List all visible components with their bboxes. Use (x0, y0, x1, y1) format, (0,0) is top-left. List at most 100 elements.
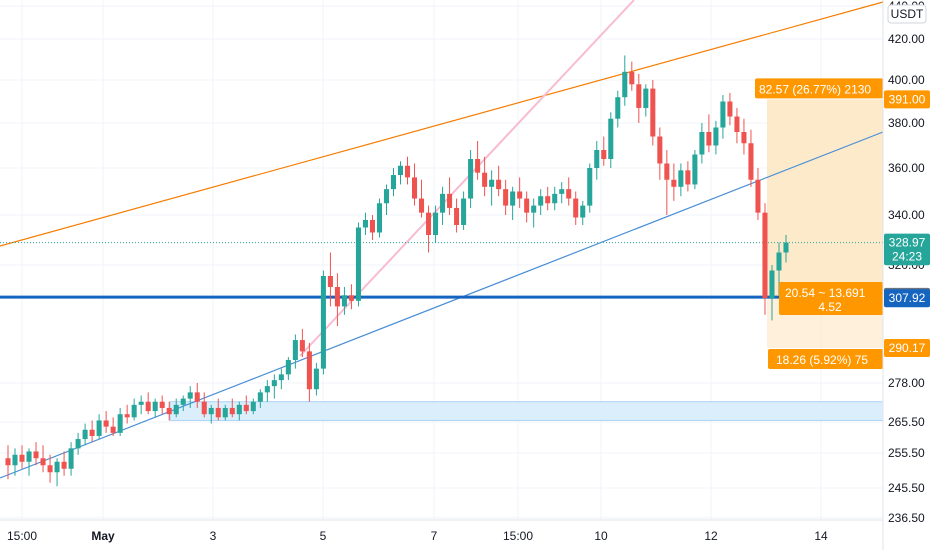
candle[interactable] (517, 177, 523, 208)
candle[interactable] (243, 395, 249, 415)
candle[interactable] (524, 191, 530, 223)
candle[interactable] (75, 432, 81, 455)
candle[interactable] (285, 357, 291, 381)
candle[interactable] (257, 389, 263, 408)
candle[interactable] (734, 107, 740, 144)
candle[interactable] (68, 442, 74, 476)
candle[interactable] (685, 161, 691, 192)
candle[interactable] (348, 284, 354, 310)
candle[interactable] (706, 114, 712, 153)
candle[interactable] (103, 411, 109, 433)
price-tag-current[interactable]: 328.97 (884, 233, 930, 252)
candle[interactable] (306, 342, 312, 402)
candle[interactable] (194, 383, 200, 408)
candle[interactable] (138, 395, 144, 415)
support-zone[interactable] (169, 401, 884, 421)
candle[interactable] (89, 420, 95, 443)
candle[interactable] (776, 242, 782, 296)
candle[interactable] (566, 177, 572, 206)
candle[interactable] (762, 203, 768, 315)
candle[interactable] (292, 334, 298, 369)
candle[interactable] (727, 92, 733, 126)
candle[interactable] (769, 265, 775, 321)
candle[interactable] (419, 179, 425, 218)
candle[interactable] (222, 404, 228, 421)
candle[interactable] (5, 445, 11, 480)
candle[interactable] (629, 61, 635, 91)
candle[interactable] (503, 179, 509, 215)
currency-badge[interactable] (887, 4, 927, 24)
candle[interactable] (692, 150, 698, 190)
candle[interactable] (741, 118, 747, 155)
candle[interactable] (26, 448, 32, 476)
candle[interactable] (159, 395, 165, 415)
candle[interactable] (615, 90, 621, 128)
candle[interactable] (376, 198, 383, 238)
candle[interactable] (601, 136, 607, 166)
candle[interactable] (19, 445, 25, 469)
candle[interactable] (299, 328, 305, 358)
candle[interactable] (447, 177, 453, 215)
candle[interactable] (664, 150, 670, 215)
candle[interactable] (671, 163, 677, 201)
candle[interactable] (54, 458, 60, 487)
candle[interactable] (475, 141, 481, 180)
target-label[interactable]: 82.57 (26.77%) 2130 (755, 78, 883, 99)
candle[interactable] (208, 404, 214, 424)
candle[interactable] (404, 156, 411, 185)
candle[interactable] (538, 189, 544, 215)
candle[interactable] (61, 451, 67, 476)
candle[interactable] (678, 163, 684, 197)
blue-trendline[interactable] (0, 131, 884, 479)
candle[interactable] (454, 198, 460, 233)
candle[interactable] (650, 80, 656, 146)
candle[interactable] (390, 168, 397, 197)
candle[interactable] (552, 186, 558, 211)
candle[interactable] (510, 186, 516, 220)
price-tag-navy[interactable]: 307.92 (884, 289, 930, 308)
candle[interactable] (201, 392, 207, 418)
candle[interactable] (482, 156, 488, 197)
candle[interactable] (145, 392, 151, 415)
candle[interactable] (699, 123, 705, 164)
candle[interactable] (250, 398, 256, 415)
candle[interactable] (580, 200, 586, 225)
candle[interactable] (47, 454, 53, 483)
candle[interactable] (461, 191, 467, 231)
price-tag-orange[interactable]: 391.00 (884, 90, 930, 109)
candle[interactable] (755, 168, 761, 220)
candle[interactable] (40, 445, 46, 473)
candle[interactable] (152, 398, 158, 418)
candle[interactable] (334, 273, 340, 327)
candle[interactable] (426, 205, 432, 253)
candle[interactable] (369, 215, 375, 240)
candle[interactable] (594, 141, 600, 180)
candle[interactable] (531, 198, 537, 228)
candle[interactable] (341, 287, 347, 315)
candle[interactable] (608, 112, 614, 168)
candle[interactable] (720, 95, 726, 139)
candle[interactable] (440, 186, 446, 225)
candle[interactable] (643, 84, 649, 117)
candle[interactable] (327, 252, 333, 307)
candle[interactable] (215, 398, 221, 421)
candle[interactable] (313, 362, 319, 396)
candle[interactable] (173, 398, 179, 418)
candle[interactable] (397, 161, 404, 185)
candle[interactable] (131, 398, 137, 421)
target-zone[interactable] (767, 99, 883, 297)
candle[interactable] (33, 442, 39, 466)
candle[interactable] (545, 186, 551, 211)
candle[interactable] (124, 404, 130, 424)
candle[interactable] (362, 212, 368, 235)
candle[interactable] (433, 205, 439, 243)
candle[interactable] (622, 55, 628, 106)
candle[interactable] (166, 401, 172, 421)
candle[interactable] (117, 407, 123, 436)
price-tag-orange[interactable]: 290.17 (884, 339, 930, 357)
candle[interactable] (783, 235, 789, 263)
stop-label[interactable]: 18.26 (5.92%) 75 (768, 349, 883, 369)
candle[interactable] (573, 191, 579, 226)
candle[interactable] (229, 398, 235, 418)
